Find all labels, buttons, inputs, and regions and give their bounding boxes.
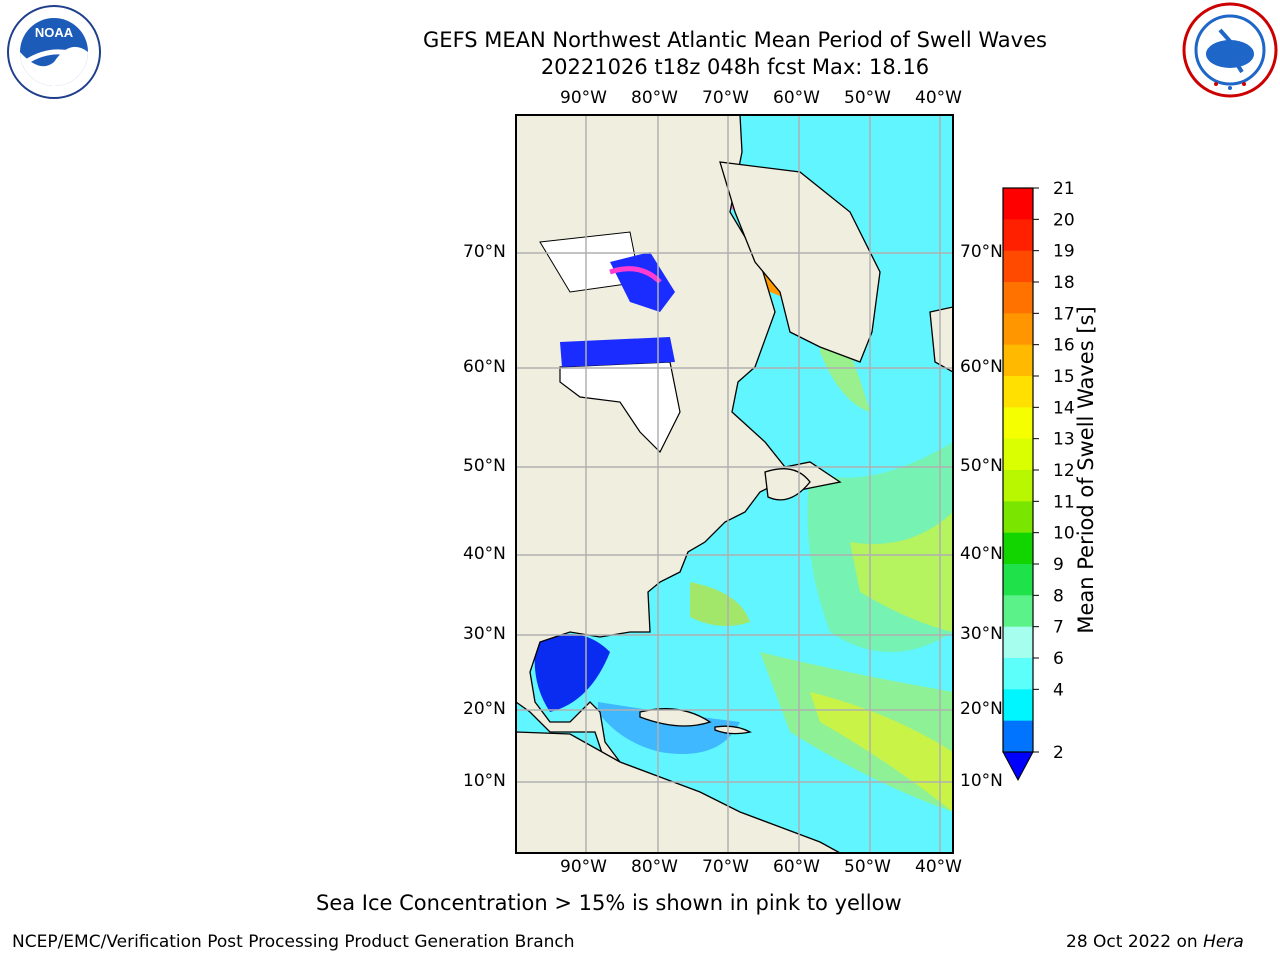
colorbar-swatch [1003,407,1033,440]
colorbar-swatch [1003,188,1033,220]
colorbar-tick-label: 13 [1053,430,1075,450]
colorbar-tick-label: 16 [1053,336,1075,356]
noaa-logo-text: NOAA [35,25,74,40]
colorbar-swatch [1003,250,1033,283]
swell-period-map [515,114,954,854]
lat-label-left-50n: 50°N [463,456,506,476]
footer-left: NCEP/EMC/Verification Post Processing Pr… [12,932,575,952]
colorbar-tick-label: 7 [1053,618,1064,638]
colorbar-tick-label: 4 [1053,680,1064,700]
colorbar-tick-label: 19 [1053,242,1075,262]
chart-subtitle: 20221026 t18z 048h fcst Max: 18.16 [540,55,930,79]
footer-right: 28 Oct 2022 on Hera [1066,932,1244,952]
colorbar-swatch [1003,313,1033,346]
colorbar-tick-label: 11 [1053,492,1075,512]
colorbar-tick-label: 6 [1053,649,1064,669]
lon-label-top-60w: 60°W [773,88,820,108]
colorbar-label: Mean Period of Swell Waves [s] [1074,306,1098,634]
colorbar-tick-label: 9 [1053,555,1064,575]
chart-title: GEFS MEAN Northwest Atlantic Mean Period… [423,28,1047,52]
sea-ice-caption: Sea Ice Concentration > 15% is shown in … [316,891,902,915]
colorbar-tick-label: 8 [1053,586,1064,606]
hudson-bay [559,361,681,454]
lon-label-bottom-60w: 60°W [773,857,820,877]
colorbar-tick-label: 21 [1053,180,1075,199]
map-frame [515,114,954,854]
lat-label-right-70n: 70°N [960,242,1003,262]
hudson-strait [560,337,675,367]
colorbar-swatch [1003,282,1033,314]
lat-label-left-20n: 20°N [463,699,506,719]
colorbar-extend-arrow [1002,751,1034,782]
colorbar-swatch [1003,470,1033,502]
lon-label-bottom-90w: 90°W [560,857,607,877]
lat-label-right-20n: 20°N [960,699,1003,719]
graticule [516,115,953,853]
lat-label-left-60n: 60°N [463,357,506,377]
colorbar-swatch [1003,376,1033,408]
colorbar-tick-label: 14 [1053,398,1075,418]
footer-date: 28 Oct 2022 on [1066,932,1204,952]
lon-label-top-70w: 70°W [702,88,749,108]
colorbar-swatch [1003,564,1033,596]
colorbar-swatch [1003,532,1033,565]
colorbar-tick-label: 2 [1053,743,1064,763]
colorbar-tick-label: 15 [1053,367,1075,387]
lon-label-top-80w: 80°W [631,88,678,108]
lat-label-left-70n: 70°N [463,242,506,262]
lon-label-bottom-70w: 70°W [702,857,749,877]
colorbar: 21 20 19 18 17 16 15 14 13 12 11 10 9 8 7 6 4 2 [1002,180,1075,782]
footer-host: Hera [1203,932,1244,952]
colorbar-swatch [1003,219,1033,252]
lon-label-bottom-80w: 80°W [631,857,678,877]
lat-label-right-60n: 60°N [960,357,1003,377]
colorbar-swatch [1003,658,1033,690]
lat-label-right-30n: 30°N [960,624,1003,644]
noaa-logo-icon: NOAA [4,4,104,104]
colorbar-tick-label: 17 [1053,304,1075,324]
colorbar-tick-label: 12 [1053,461,1075,481]
colorbar-swatch [1003,626,1033,659]
lon-label-top-40w: 40°W [915,88,962,108]
colorbar-tick-label: 10 [1053,524,1075,544]
colorbar-swatch [1003,689,1033,722]
lat-label-left-40n: 40°N [463,544,506,564]
lat-label-right-10n: 10°N [960,771,1003,791]
lat-label-right-40n: 40°N [960,544,1003,564]
lon-label-top-90w: 90°W [560,88,607,108]
colorbar-swatch [1003,501,1033,534]
colorbar-swatch [1003,344,1033,377]
lon-label-bottom-50w: 50°W [844,857,891,877]
lat-label-right-50n: 50°N [960,456,1003,476]
colorbar-swatch [1003,595,1033,628]
colorbar-swatch [1003,720,1033,753]
nws-logo-icon [1180,2,1280,102]
lat-label-left-30n: 30°N [463,624,506,644]
colorbar-tick-label: 18 [1053,273,1075,293]
colorbar-swatch [1003,438,1033,471]
lon-label-bottom-40w: 40°W [915,857,962,877]
lon-label-top-50w: 50°W [844,88,891,108]
colorbar-tick-label: 20 [1053,210,1075,230]
lat-label-left-10n: 10°N [463,771,506,791]
